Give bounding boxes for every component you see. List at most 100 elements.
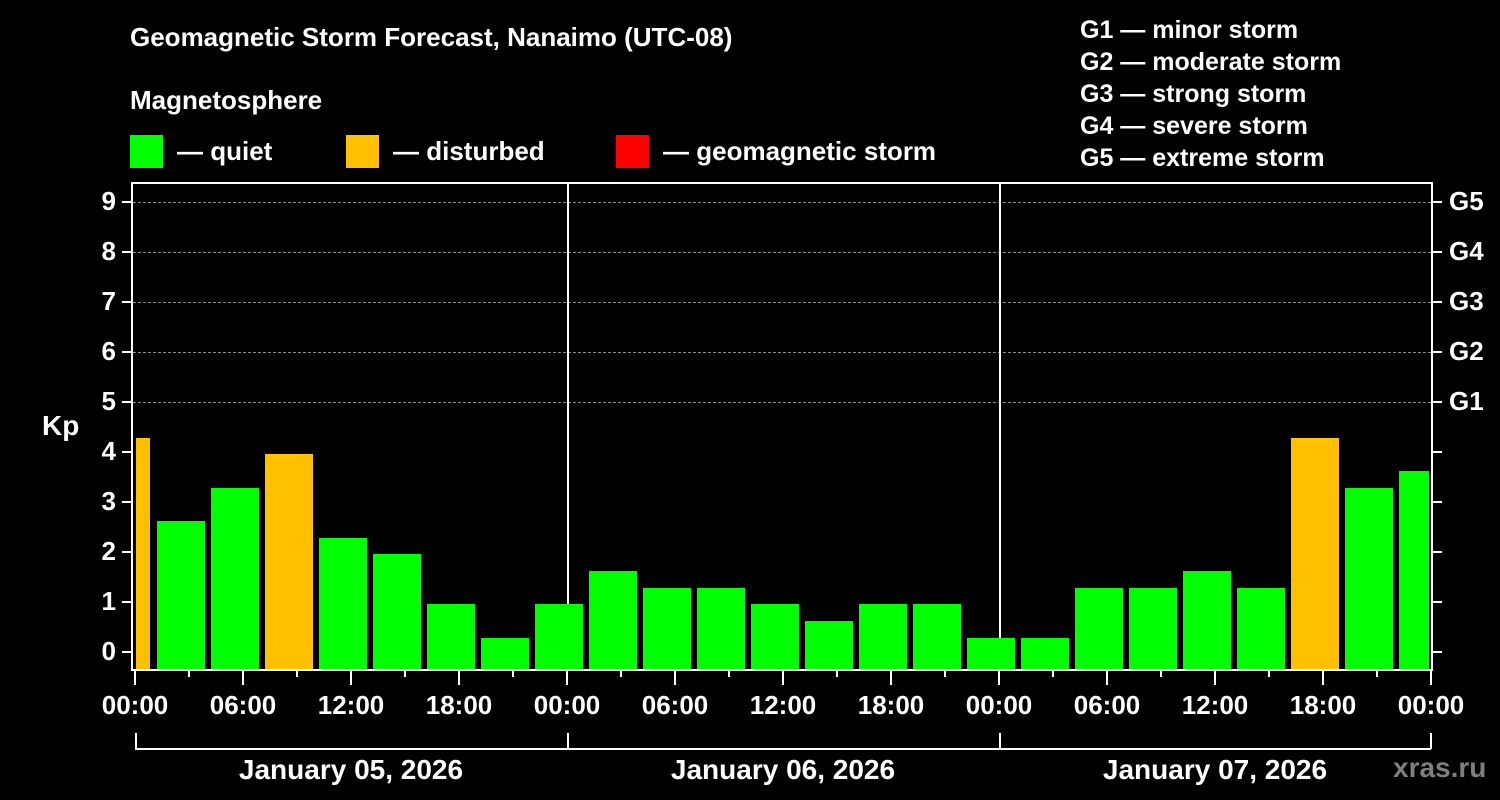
legend-storm: — geomagnetic storm bbox=[616, 134, 936, 168]
x-major-tick bbox=[458, 669, 460, 685]
x-tick-label: 12:00 bbox=[749, 690, 817, 720]
y-axis-label: Kp bbox=[42, 410, 80, 441]
g-scale-label: G2 bbox=[1449, 336, 1484, 366]
y-tick bbox=[122, 251, 131, 253]
kp-bar bbox=[1399, 470, 1429, 669]
x-tick-label: 12:00 bbox=[1181, 690, 1249, 720]
y-tick-label: 6 bbox=[101, 336, 116, 366]
kp-bar bbox=[967, 637, 1015, 669]
x-minor-tick bbox=[296, 669, 298, 677]
day-bracket-tick bbox=[135, 733, 137, 749]
y-tick-label: 3 bbox=[101, 486, 116, 516]
x-major-tick bbox=[998, 669, 1000, 685]
kp-bar bbox=[265, 454, 313, 669]
watermark: xras.ru bbox=[1393, 752, 1487, 783]
gridline bbox=[133, 402, 1431, 403]
kp-bar bbox=[1237, 587, 1285, 669]
y-tick-label: 4 bbox=[101, 436, 116, 466]
x-minor-tick bbox=[404, 669, 406, 677]
x-major-tick bbox=[674, 669, 676, 685]
quiet-swatch-icon bbox=[130, 134, 163, 168]
storm-scale-g1: G1 — minor storm bbox=[1080, 16, 1299, 44]
legend-disturbed: — disturbed bbox=[346, 134, 545, 168]
day-bracket bbox=[567, 748, 999, 750]
kp-bar bbox=[136, 437, 150, 669]
x-minor-tick bbox=[1268, 669, 1270, 677]
kp-bar bbox=[211, 487, 259, 669]
right-tick bbox=[1433, 351, 1442, 353]
kp-bar bbox=[157, 520, 205, 669]
gridline bbox=[133, 302, 1431, 303]
x-tick-label: 06:00 bbox=[209, 690, 277, 720]
kp-bar bbox=[805, 620, 853, 669]
right-tick bbox=[1433, 401, 1442, 403]
kp-bar bbox=[427, 604, 475, 669]
y-tick bbox=[122, 401, 131, 403]
x-major-tick bbox=[1214, 669, 1216, 685]
kp-bar bbox=[481, 637, 529, 669]
x-major-tick bbox=[782, 669, 784, 685]
x-minor-tick bbox=[620, 669, 622, 677]
day-divider bbox=[567, 184, 569, 669]
storm-scale-g4: G4 — severe storm bbox=[1080, 112, 1308, 140]
legend-quiet-label: — quiet bbox=[177, 135, 273, 166]
right-tick bbox=[1433, 651, 1442, 653]
x-minor-tick bbox=[1052, 669, 1054, 677]
y-tick bbox=[122, 501, 131, 503]
kp-bar bbox=[1075, 587, 1123, 669]
y-tick-label: 9 bbox=[101, 186, 116, 216]
right-tick bbox=[1433, 501, 1442, 503]
x-tick-label: 00:00 bbox=[101, 690, 169, 720]
storm-swatch-icon bbox=[616, 134, 649, 168]
day-bracket-tick bbox=[567, 733, 569, 749]
y-tick bbox=[122, 651, 131, 653]
day-bracket bbox=[999, 748, 1431, 750]
x-major-tick bbox=[242, 669, 244, 685]
storm-scale-g5: G5 — extreme storm bbox=[1080, 144, 1325, 172]
y-tick bbox=[122, 201, 131, 203]
x-tick-label: 06:00 bbox=[641, 690, 709, 720]
g-scale-label: G3 bbox=[1449, 286, 1484, 316]
kp-bar bbox=[1021, 637, 1069, 669]
day-label: January 06, 2026 bbox=[670, 754, 896, 785]
kp-bar bbox=[913, 604, 961, 669]
legend-storm-label: — geomagnetic storm bbox=[663, 135, 937, 166]
x-minor-tick bbox=[188, 669, 190, 677]
x-major-tick bbox=[890, 669, 892, 685]
x-major-tick bbox=[1430, 669, 1432, 685]
right-tick bbox=[1433, 601, 1442, 603]
x-major-tick bbox=[350, 669, 352, 685]
storm-scale-g3: G3 — strong storm bbox=[1080, 80, 1307, 108]
x-tick-label: 00:00 bbox=[1397, 690, 1465, 720]
y-tick-label: 7 bbox=[101, 286, 116, 316]
x-minor-tick bbox=[512, 669, 514, 677]
x-minor-tick bbox=[1160, 669, 1162, 677]
x-major-tick bbox=[134, 669, 136, 685]
gridline bbox=[133, 202, 1431, 203]
y-tick-label: 1 bbox=[101, 586, 116, 616]
kp-bar bbox=[1129, 587, 1177, 669]
storm-scale-legend: G1 — minor storm G2 — moderate storm G3 … bbox=[1080, 14, 1341, 174]
storm-scale-g2: G2 — moderate storm bbox=[1080, 48, 1342, 76]
kp-bar bbox=[859, 604, 907, 669]
legend-quiet: — quiet bbox=[130, 134, 272, 168]
x-tick-label: 06:00 bbox=[1073, 690, 1141, 720]
kp-bar bbox=[535, 604, 583, 669]
gridline bbox=[133, 252, 1431, 253]
x-major-tick bbox=[1106, 669, 1108, 685]
x-major-tick bbox=[566, 669, 568, 685]
kp-bar bbox=[751, 604, 799, 669]
x-minor-tick bbox=[1376, 669, 1378, 677]
y-tick-label: 0 bbox=[101, 636, 116, 666]
g-scale-label: G1 bbox=[1449, 386, 1484, 416]
day-bracket-tick bbox=[1430, 733, 1432, 749]
y-tick bbox=[122, 551, 131, 553]
day-label: January 07, 2026 bbox=[1102, 754, 1328, 785]
kp-bar bbox=[373, 554, 421, 669]
x-tick-label: 00:00 bbox=[533, 690, 601, 720]
g-scale-label: G5 bbox=[1449, 186, 1484, 216]
day-divider bbox=[999, 184, 1001, 669]
x-tick-label: 18:00 bbox=[1289, 690, 1357, 720]
day-bracket-tick bbox=[999, 733, 1001, 749]
x-minor-tick bbox=[836, 669, 838, 677]
